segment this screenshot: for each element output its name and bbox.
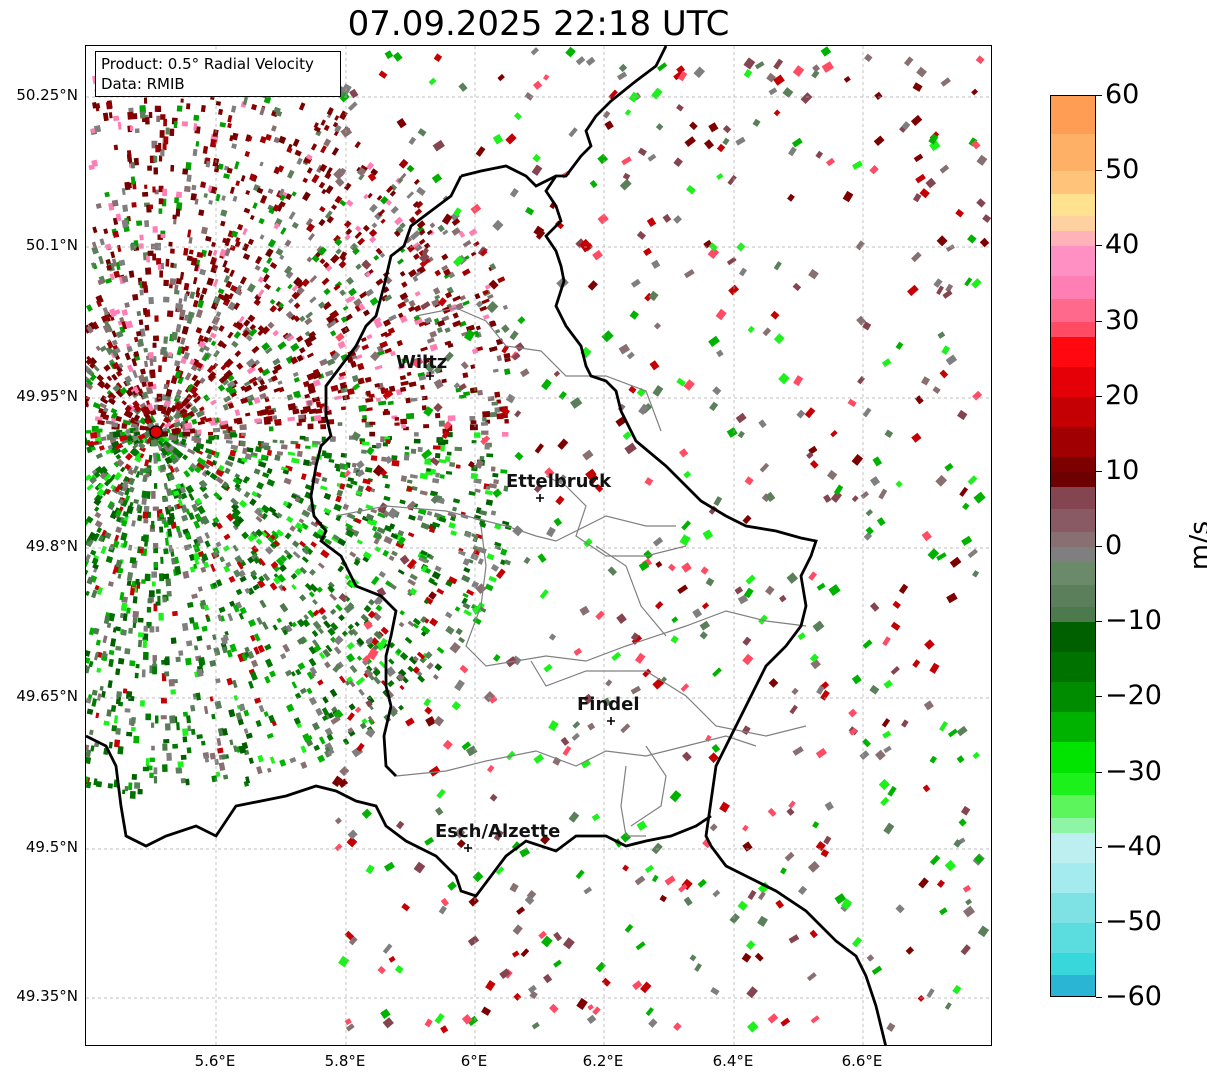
border-east-lux-germany bbox=[544, 46, 887, 1045]
map-title: 07.09.2025 22:18 UTC bbox=[347, 4, 730, 44]
colorbar-tick-label: −50 bbox=[1105, 905, 1162, 937]
colorbar-tick-label: 30 bbox=[1105, 304, 1140, 336]
esch-marker bbox=[464, 844, 472, 852]
canton-border-center bbox=[465, 525, 807, 667]
data-source-label: Data: RMIB bbox=[101, 75, 185, 93]
city-label-esch-alzette: Esch/Alzette bbox=[435, 821, 561, 842]
colorbar-tick-mark bbox=[1096, 546, 1102, 547]
colorbar-tick-mark bbox=[1096, 470, 1102, 472]
colorbar-tick-mark bbox=[1096, 395, 1102, 397]
canton-border-mid bbox=[335, 505, 676, 542]
radar-map-svg bbox=[86, 46, 991, 1045]
colorbar-tick-label: −30 bbox=[1105, 755, 1162, 787]
colorbar-tick-label: −60 bbox=[1105, 981, 1162, 1012]
lat-tick-label: 49.35°N bbox=[16, 987, 78, 1005]
lon-tick-label: 6°E bbox=[460, 1052, 488, 1070]
velocity-colorbar bbox=[1050, 95, 1096, 997]
colorbar-tick-mark bbox=[1096, 245, 1102, 247]
lon-tick-label: 5.6°E bbox=[194, 1052, 236, 1070]
border-south-lux-france bbox=[86, 734, 712, 898]
border-west-lux-belgium bbox=[309, 175, 463, 777]
wiltz-marker bbox=[426, 372, 434, 380]
lat-tick-label: 49.8°N bbox=[25, 537, 78, 555]
city-label-ettelbruck: Ettelbruck bbox=[506, 471, 612, 492]
colorbar-tick-mark bbox=[1096, 997, 1102, 998]
colorbar-tick-label: 40 bbox=[1105, 229, 1140, 261]
canton-border-inner-2 bbox=[595, 545, 667, 637]
radar-site-marker bbox=[149, 425, 163, 439]
colorbar-tick-mark bbox=[1096, 696, 1102, 698]
country-borders bbox=[86, 46, 887, 1045]
lon-tick-label: 6.6°E bbox=[841, 1052, 883, 1070]
city-label-findel: Findel bbox=[577, 694, 640, 715]
gridlines bbox=[86, 46, 991, 1045]
colorbar-tick-label: 20 bbox=[1105, 379, 1140, 411]
border-north-lux bbox=[460, 164, 557, 188]
colorbar-tick-mark bbox=[1096, 170, 1102, 172]
colorbar-tick-mark bbox=[1096, 771, 1102, 773]
colorbar-tick-label: −10 bbox=[1105, 605, 1162, 637]
colorbar-tick-mark bbox=[1096, 846, 1102, 848]
colorbar-unit-label: m/s bbox=[1184, 520, 1207, 571]
lon-tick-label: 6.2°E bbox=[582, 1052, 624, 1070]
lat-tick-label: 49.65°N bbox=[16, 687, 78, 705]
colorbar-tick-mark bbox=[1096, 320, 1102, 322]
colorbar-tick-label: −40 bbox=[1105, 830, 1162, 862]
canton-border-inner bbox=[545, 475, 687, 557]
canton-border-south-3 bbox=[630, 745, 667, 827]
lon-tick-label: 5.8°E bbox=[324, 1052, 366, 1070]
canton-border-south bbox=[395, 735, 757, 777]
lat-tick-label: 50.25°N bbox=[16, 86, 78, 104]
lat-tick-label: 49.5°N bbox=[25, 838, 78, 856]
lat-tick-label: 49.95°N bbox=[16, 387, 78, 405]
radar-velocity-layer bbox=[86, 46, 991, 1034]
colorbar-tick-label: −20 bbox=[1105, 680, 1162, 712]
canton-border-south-2 bbox=[620, 765, 646, 837]
colorbar-tick-mark bbox=[1096, 95, 1102, 96]
lat-tick-label: 50.1°N bbox=[25, 236, 78, 254]
colorbar-tick-mark bbox=[1096, 621, 1102, 623]
colorbar-tick-label: 10 bbox=[1105, 454, 1140, 486]
lon-tick-label: 6.4°E bbox=[712, 1052, 754, 1070]
colorbar-tick-label: 50 bbox=[1105, 154, 1140, 186]
ettelbruck-marker bbox=[536, 494, 544, 502]
colorbar-tick-mark bbox=[1096, 921, 1102, 923]
product-label: Product: 0.5° Radial Velocity bbox=[101, 55, 314, 73]
findel-marker bbox=[607, 717, 615, 725]
canton-border-north bbox=[415, 307, 662, 432]
city-markers bbox=[426, 372, 615, 852]
colorbar-tick-label: 60 bbox=[1105, 79, 1140, 110]
canton-borders bbox=[335, 307, 807, 837]
canton-border-south-center bbox=[530, 660, 807, 737]
city-label-wiltz: Wiltz bbox=[396, 352, 448, 373]
radar-map[interactable] bbox=[85, 45, 992, 1046]
product-info-box: Product: 0.5° Radial Velocity Data: RMIB bbox=[95, 51, 341, 97]
colorbar-tick-label: 0 bbox=[1105, 530, 1123, 561]
